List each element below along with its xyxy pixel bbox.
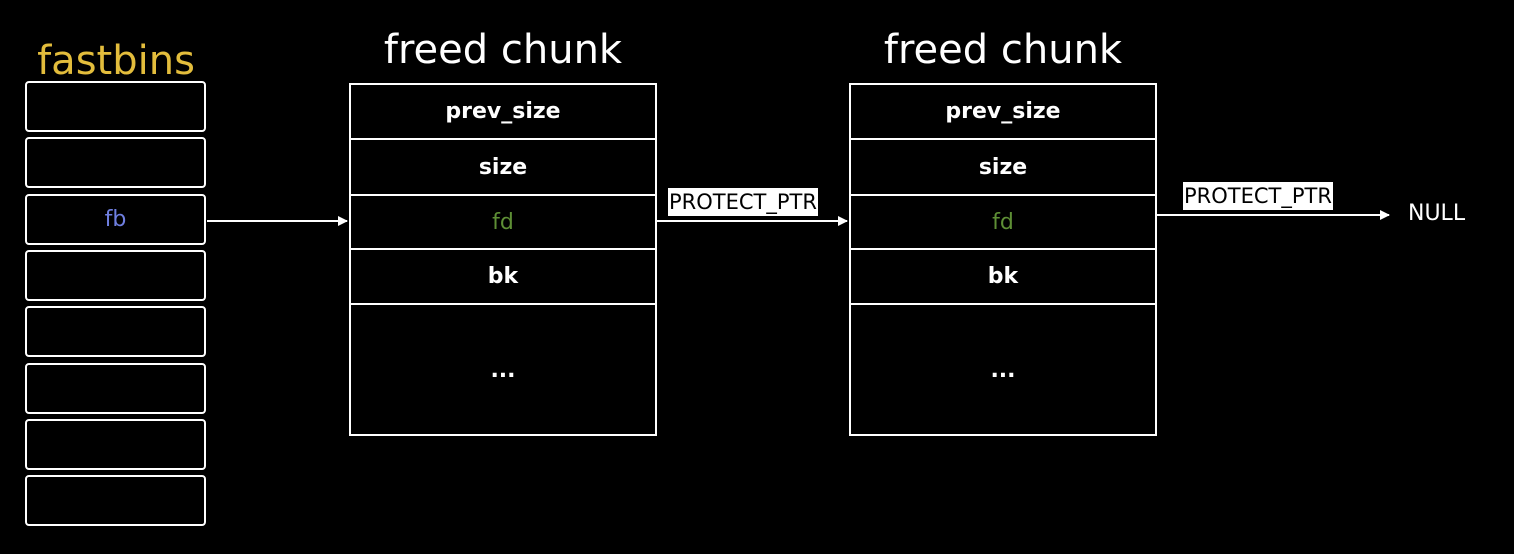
null-terminal: NULL — [1408, 200, 1465, 228]
protect-ptr-label-2: PROTECT_PTR — [1183, 182, 1333, 210]
protect-ptr-label-1: PROTECT_PTR — [668, 188, 818, 216]
